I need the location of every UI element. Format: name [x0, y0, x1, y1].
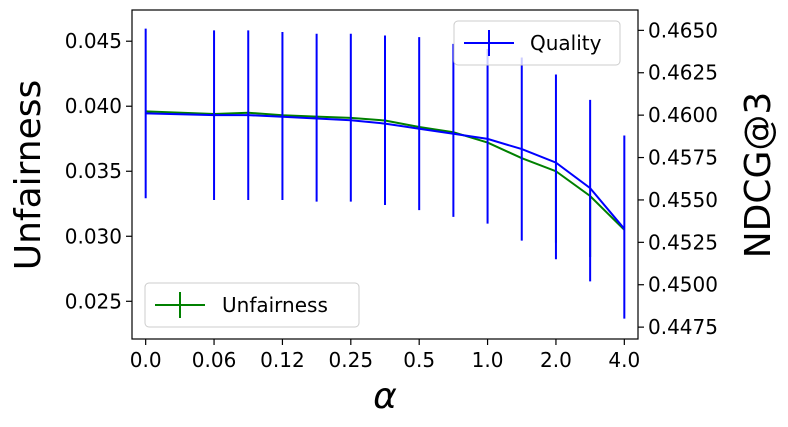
- legend-quality: Quality: [453, 20, 621, 66]
- x-axis-label: α: [373, 376, 397, 417]
- quality-series-line: [145, 112, 626, 230]
- left-y-tick-label: 0.035: [65, 159, 122, 183]
- left-y-tick-label: 0.030: [65, 224, 122, 248]
- axes: 0.0 0.06 0.12 0.25 0.5 1.0 2.0 4.0 0.025 0.030 0.0…: [65, 18, 718, 372]
- left-y-tick-label: 0.040: [65, 94, 122, 118]
- left-y-tick-label: 0.025: [65, 289, 122, 313]
- x-tick-label: 0.5: [403, 348, 435, 372]
- legend-unfairness-label: Unfairness: [222, 293, 328, 317]
- legend-unfairness-box: [144, 282, 360, 328]
- right-y-axis-label: NDCG@3: [738, 92, 779, 259]
- right-y-tick-label: 0.4625: [648, 61, 718, 85]
- x-tick-label: 1.0: [472, 348, 504, 372]
- legend-quality-box: [453, 20, 621, 66]
- right-y-tick-label: 0.4475: [648, 315, 718, 339]
- x-tick-label: 0.06: [192, 348, 237, 372]
- legend-unfairness: Unfairness: [144, 282, 360, 328]
- unfairness-series-line: [145, 110, 626, 231]
- right-y-tick-label: 0.4600: [648, 103, 718, 127]
- x-tick-label: 0.12: [260, 348, 305, 372]
- x-tick-label: 0.0: [130, 348, 162, 372]
- x-tick-label: 2.0: [540, 348, 572, 372]
- right-y-tick-label: 0.4500: [648, 273, 718, 297]
- right-y-tick-label: 0.4550: [648, 188, 718, 212]
- right-y-tick-label: 0.4650: [648, 18, 718, 42]
- right-y-tick-label: 0.4575: [648, 146, 718, 170]
- x-tick-label: 0.25: [329, 348, 374, 372]
- x-tick-label: 4.0: [608, 348, 640, 372]
- right-y-tick-label: 0.4525: [648, 230, 718, 254]
- legend-quality-label: Quality: [530, 31, 602, 55]
- left-y-tick-label: 0.045: [65, 29, 122, 53]
- chart-marks: [144, 28, 626, 319]
- plot-frame: [131, 9, 639, 340]
- left-y-axis-label: Unfairness: [8, 80, 49, 271]
